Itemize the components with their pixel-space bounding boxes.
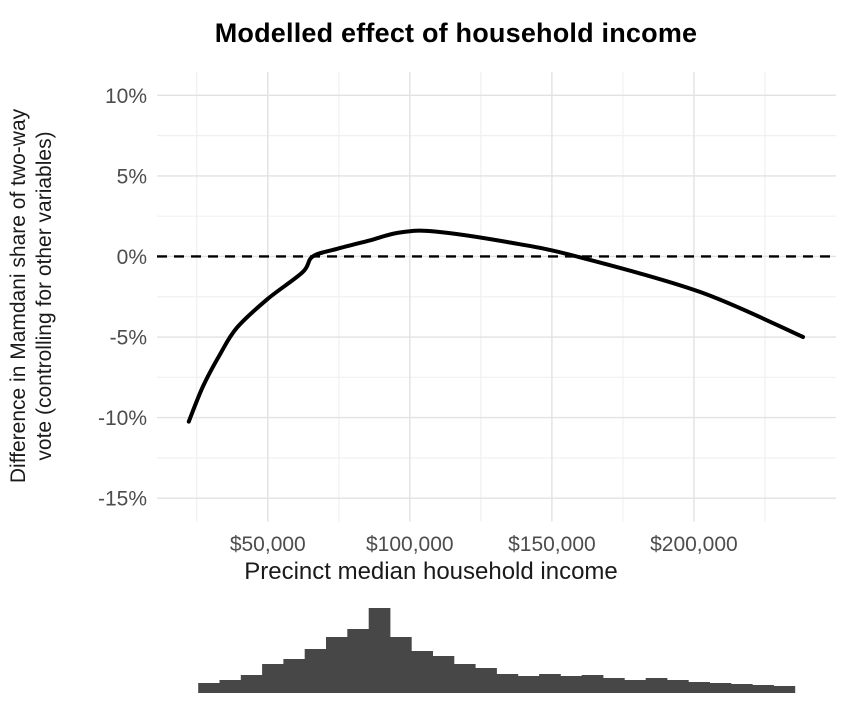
grid-minor-group [157, 72, 836, 522]
y-tick-labels: 10% 5% 0% -5% -10% -15% [98, 85, 147, 511]
x-tick-label: $200,000 [650, 533, 738, 556]
histogram-bar [198, 683, 220, 693]
histogram-bar [240, 675, 263, 693]
histogram-bar [603, 678, 625, 693]
y-tick-label: -5% [110, 327, 147, 350]
histogram-bar [347, 629, 369, 693]
histogram-bar [326, 637, 348, 693]
income-histogram-group [198, 608, 796, 693]
histogram-bar [453, 664, 476, 693]
y-tick-label: 5% [117, 165, 147, 188]
histogram-bar [496, 674, 519, 693]
histogram-bar [560, 676, 583, 693]
histogram-bar [645, 678, 668, 693]
histogram-bar [517, 676, 540, 693]
histogram-bar [411, 651, 433, 693]
histogram-bar [773, 686, 796, 693]
x-tick-label: $150,000 [508, 533, 596, 556]
y-tick-label: -15% [98, 488, 147, 511]
y-tick-label: 0% [117, 246, 147, 269]
histogram-bar [432, 656, 455, 693]
histogram-bar [390, 637, 412, 693]
histogram-bar [624, 680, 646, 693]
histogram-bar [667, 680, 689, 693]
histogram-bar [304, 649, 327, 693]
effect-curve [186, 228, 805, 424]
y-tick-label: 10% [105, 85, 147, 108]
chart-title: Modelled effect of household income [214, 18, 698, 48]
histogram-bar [730, 684, 753, 693]
histogram-bar [581, 675, 604, 693]
histogram-bar [262, 664, 284, 693]
x-tick-label: $50,000 [230, 533, 306, 556]
histogram-bar [752, 685, 774, 693]
x-axis-title: Precinct median household income [244, 558, 618, 585]
histogram-bar [219, 680, 242, 693]
y-tick-label: -10% [98, 407, 147, 430]
effect-curve-group [186, 228, 805, 424]
x-tick-label: $100,000 [366, 533, 454, 556]
histogram-bar [688, 682, 710, 693]
histogram-bar [475, 668, 497, 693]
x-tick-labels: $50,000 $100,000 $150,000 $200,000 [230, 533, 738, 556]
histogram-bar [283, 659, 306, 693]
histogram-bar [368, 608, 391, 693]
histogram-bar [709, 683, 732, 693]
histogram-bar [539, 674, 561, 693]
